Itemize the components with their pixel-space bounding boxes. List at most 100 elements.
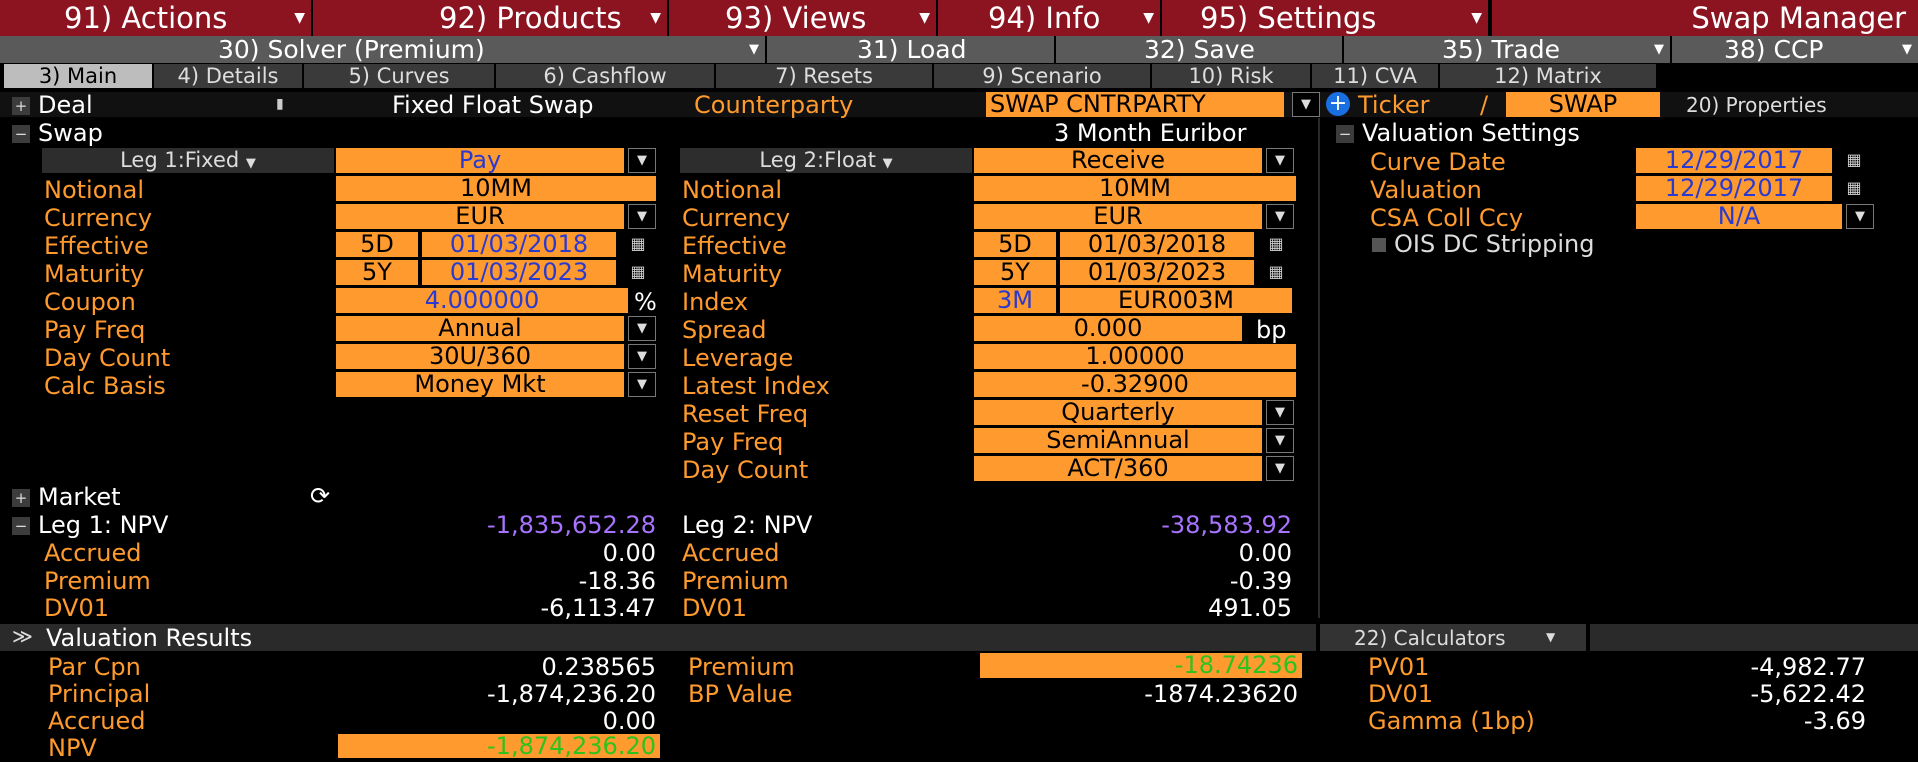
swap-section[interactable]: − Swap (12, 119, 103, 147)
ois-checkbox[interactable] (1372, 238, 1386, 252)
note-icon[interactable]: ▮ (276, 96, 284, 112)
leg2-payfreq-dropdown[interactable]: ▼ (1266, 428, 1294, 453)
column-divider (1318, 118, 1320, 618)
tab-cashflow[interactable]: 6) Cashflow (496, 64, 714, 88)
save-button[interactable]: 32) Save (1056, 36, 1342, 63)
expand-icon[interactable]: + (12, 97, 30, 115)
collapse-icon[interactable]: − (1336, 125, 1354, 143)
collapse-icon[interactable]: − (12, 517, 30, 535)
actions-menu[interactable]: 91) Actions ▼ (0, 0, 311, 36)
calendar-icon[interactable]: ▦ (630, 262, 646, 281)
leg1-payfreq[interactable]: Annual (336, 316, 624, 341)
leg2-direction-dropdown[interactable]: ▼ (1266, 148, 1294, 173)
properties-button[interactable]: 20) Properties (1686, 93, 1827, 117)
leg1-coupon[interactable]: 4.000000 (336, 288, 628, 313)
csa-coll-ccy-dropdown[interactable]: ▼ (1846, 204, 1874, 229)
leg1-maturity-tenor[interactable]: 5Y (336, 260, 418, 285)
tab-matrix[interactable]: 12) Matrix (1440, 64, 1656, 88)
valuation-settings-section[interactable]: − Valuation Settings (1336, 119, 1580, 147)
counterparty-field[interactable]: SWAP CNTRPARTY (986, 92, 1284, 117)
calendar-icon[interactable]: ▦ (1268, 262, 1284, 281)
leg2-maturity-tenor[interactable]: 5Y (974, 260, 1056, 285)
leg2-direction[interactable]: Receive (974, 148, 1262, 173)
trade-button[interactable]: 35) Trade ▼ (1344, 36, 1670, 63)
premium-field[interactable]: -18.74236 (980, 653, 1302, 678)
tab-risk[interactable]: 10) Risk (1152, 64, 1310, 88)
leg2-index[interactable]: EUR003M (1060, 288, 1292, 313)
leg2-resetfreq[interactable]: Quarterly (974, 400, 1262, 425)
tab-details[interactable]: 4) Details (154, 64, 302, 88)
leg1-payfreq-dropdown[interactable]: ▼ (628, 316, 656, 341)
refresh-icon[interactable]: ⟳ (310, 482, 331, 510)
tab-resets[interactable]: 7) Resets (716, 64, 932, 88)
collapse-chevron-icon[interactable]: ≫ (12, 624, 33, 648)
settings-menu[interactable]: 95) Settings ▼ (1162, 0, 1488, 36)
leg2-payfreq[interactable]: SemiAnnual (974, 428, 1262, 453)
leg1-direction[interactable]: Pay (336, 148, 624, 173)
leg2-effective-date[interactable]: 01/03/2018 (1060, 232, 1254, 257)
leg1-currency[interactable]: EUR (336, 204, 624, 229)
valuation-results-label: Valuation Results (46, 624, 253, 652)
leg1-effective-date[interactable]: 01/03/2018 (422, 232, 616, 257)
solver-button[interactable]: 30) Solver (Premium) ▼ (0, 36, 765, 63)
calendar-icon[interactable]: ▦ (1846, 178, 1862, 197)
load-button[interactable]: 31) Load (767, 36, 1054, 63)
results-header-filler (1590, 624, 1918, 651)
tab-scenario[interactable]: 9) Scenario (934, 64, 1150, 88)
leg2-latest[interactable]: -0.32900 (974, 372, 1296, 397)
views-menu[interactable]: 93) Views ▼ (669, 0, 936, 36)
valuation-date-field[interactable]: 12/29/2017 (1636, 176, 1832, 201)
market-section[interactable]: + Market (12, 483, 121, 511)
leg2-spread[interactable]: 0.000 (974, 316, 1242, 341)
leg2-leverage[interactable]: 1.00000 (974, 344, 1296, 369)
valuation-settings-label: Valuation Settings (1362, 119, 1580, 147)
leg2-notional[interactable]: 10MM (974, 176, 1296, 201)
leg1-notional[interactable]: 10MM (336, 176, 656, 201)
expand-icon[interactable]: + (12, 489, 30, 507)
gamma-label: Gamma (1bp) (1368, 707, 1535, 735)
leg1-header[interactable]: Leg 1:Fixed ▼ (42, 148, 334, 173)
principal: -1,874,236.20 (487, 680, 656, 708)
leg2-currency-dropdown[interactable]: ▼ (1266, 204, 1294, 229)
leg2-effective-tenor[interactable]: 5D (974, 232, 1056, 257)
tab-main[interactable]: 3) Main (4, 64, 152, 88)
leg2-resetfreq-dropdown[interactable]: ▼ (1266, 400, 1294, 425)
leg2-maturity-date[interactable]: 01/03/2023 (1060, 260, 1254, 285)
leg2-daycount-dropdown[interactable]: ▼ (1266, 456, 1294, 481)
leg1-currency-dropdown[interactable]: ▼ (628, 204, 656, 229)
add-icon[interactable]: + (1326, 92, 1350, 116)
calendar-icon[interactable]: ▦ (1268, 234, 1284, 253)
npv-field[interactable]: -1,874,236.20 (338, 734, 660, 759)
calculators-button[interactable]: 22) Calculators ▼ (1320, 624, 1586, 651)
leg1-daycount-dropdown[interactable]: ▼ (628, 344, 656, 369)
leg2-index-label: Index (682, 288, 749, 316)
leg2-daycount[interactable]: ACT/360 (974, 456, 1262, 481)
chevron-down-icon: ▼ (749, 42, 759, 57)
counterparty-dropdown[interactable]: ▼ (1292, 92, 1320, 117)
curve-date-field[interactable]: 12/29/2017 (1636, 148, 1832, 173)
info-menu[interactable]: 94) Info ▼ (938, 0, 1160, 36)
products-menu[interactable]: 92) Products ▼ (313, 0, 667, 36)
tab-cva[interactable]: 11) CVA (1312, 64, 1438, 88)
leg1-maturity-date[interactable]: 01/03/2023 (422, 260, 616, 285)
leg2-dv01-label: DV01 (682, 594, 748, 622)
tab-curves[interactable]: 5) Curves (304, 64, 494, 88)
ticker-field[interactable]: SWAP (1506, 92, 1660, 117)
collapse-icon[interactable]: − (12, 125, 30, 143)
calendar-icon[interactable]: ▦ (1846, 150, 1862, 169)
csa-coll-ccy-field[interactable]: N/A (1636, 204, 1842, 229)
deal-section[interactable]: + Deal (12, 91, 93, 119)
pv01-label: PV01 (1368, 653, 1430, 681)
leg1-direction-dropdown[interactable]: ▼ (628, 148, 656, 173)
calendar-icon[interactable]: ▦ (630, 234, 646, 253)
leg2-index-tenor[interactable]: 3M (974, 288, 1056, 313)
leg1-effective-tenor[interactable]: 5D (336, 232, 418, 257)
leg1-daycount[interactable]: 30U/360 (336, 344, 624, 369)
properties-label: 20) Properties (1686, 93, 1827, 117)
leg1-calcbasis[interactable]: Money Mkt (336, 372, 624, 397)
ccp-button[interactable]: 38) CCP ▼ (1672, 36, 1918, 63)
leg2-currency[interactable]: EUR (974, 204, 1262, 229)
chevron-down-icon: ▼ (650, 10, 661, 26)
leg1-calcbasis-dropdown[interactable]: ▼ (628, 372, 656, 397)
leg2-header[interactable]: Leg 2:Float ▼ (680, 148, 972, 173)
